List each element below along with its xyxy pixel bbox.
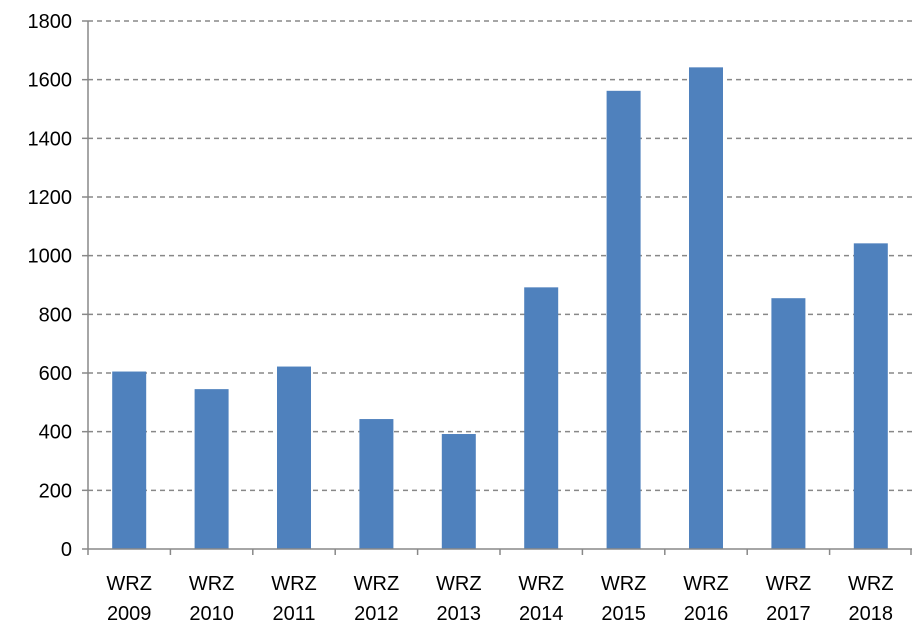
x-tick-label-line: WRZ (518, 573, 564, 595)
y-tick-label: 800 (39, 304, 72, 326)
x-tick-label-line: 2018 (849, 603, 894, 625)
y-tick-label: 0 (61, 539, 72, 561)
x-tick-label-line: WRZ (354, 573, 400, 595)
bar (277, 367, 311, 549)
y-tick-labels: 0 200 400 600 800 1000 1200 1400 1600 1800 (28, 11, 73, 561)
x-tick-label-line: 2015 (601, 603, 646, 625)
x-tick-label-line: WRZ (848, 573, 894, 595)
x-tick-labels: WRZ 2009 WRZ 2010 WRZ 2011 WRZ 2012 WRZ 2013 WRZ 20… (106, 573, 893, 625)
y-tick-label: 400 (39, 422, 72, 444)
x-tick-label: WRZ 2011 (271, 573, 317, 625)
x-tick-label: WRZ 2015 (601, 573, 647, 625)
x-tick-label: WRZ 2013 (436, 573, 482, 625)
x-tick-label: WRZ 2014 (518, 573, 564, 625)
x-tick-label-line: 2011 (272, 603, 315, 625)
x-tick-label-line: WRZ (683, 573, 729, 595)
y-tick-label: 600 (39, 363, 72, 385)
bar (195, 389, 229, 549)
bar (607, 91, 641, 549)
bar (854, 243, 888, 549)
x-tick-label-line: 2012 (354, 603, 399, 625)
y-tick-label: 1600 (28, 70, 73, 92)
bars (112, 67, 888, 549)
x-tick-label-line: WRZ (766, 573, 812, 595)
x-tick-label: WRZ 2009 (106, 573, 152, 625)
bar (112, 372, 146, 549)
y-tick-label: 200 (39, 480, 72, 502)
x-tick-label: WRZ 2017 (766, 573, 812, 625)
x-tick-label-line: WRZ (271, 573, 317, 595)
x-tick-label: WRZ 2016 (683, 573, 729, 625)
x-tick-label-line: WRZ (106, 573, 152, 595)
bar (442, 434, 476, 549)
bar (771, 298, 805, 549)
x-tick-label-line: WRZ (601, 573, 647, 595)
x-tick-label-line: 2016 (684, 603, 729, 625)
y-tick-label: 1000 (28, 246, 73, 268)
x-tick-label-line: 2014 (519, 603, 564, 625)
y-tick-label: 1400 (28, 128, 73, 150)
x-tick-label: WRZ 2012 (354, 573, 400, 625)
x-tick-label-line: 2013 (437, 603, 482, 625)
bar (524, 287, 558, 549)
y-tick-label: 1800 (28, 11, 73, 33)
x-tick-label-line: 2017 (766, 603, 811, 625)
x-tick-label-line: 2010 (189, 603, 234, 625)
bar (689, 67, 723, 549)
x-tick-label-line: WRZ (189, 573, 235, 595)
x-tick-label-line: 2009 (107, 603, 152, 625)
bar (359, 419, 393, 549)
x-tick-label: WRZ 2018 (848, 573, 894, 625)
y-tick-label: 1200 (28, 187, 73, 209)
x-tick-label-line: WRZ (436, 573, 482, 595)
x-tick-label: WRZ 2010 (189, 573, 235, 625)
